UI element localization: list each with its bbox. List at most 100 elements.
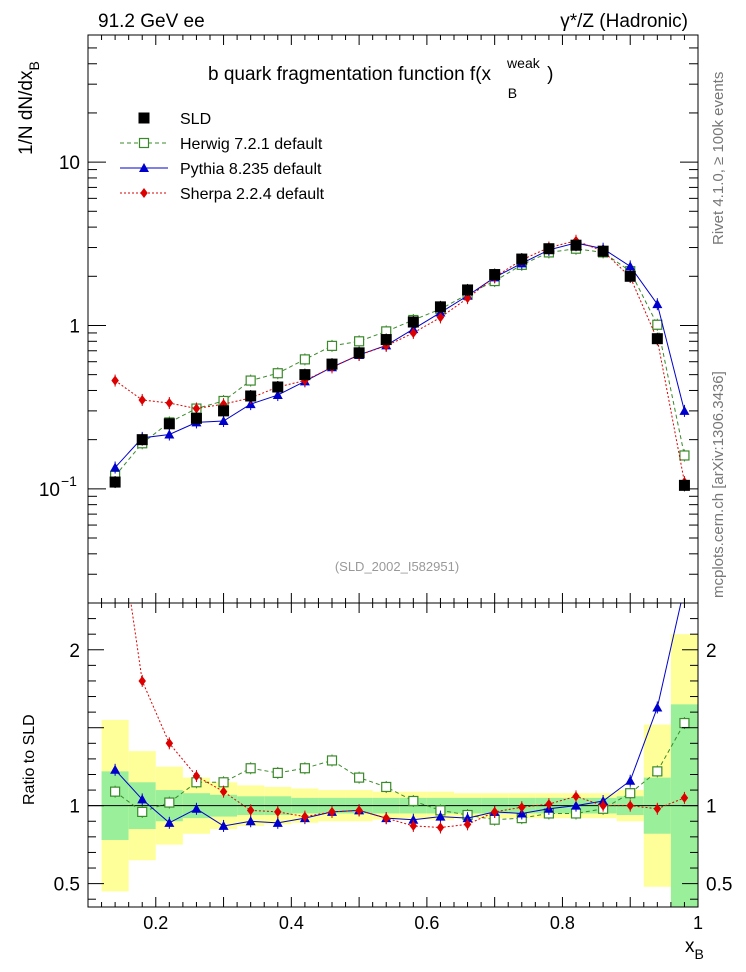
main-sherpa-point	[463, 293, 472, 304]
ratio-pythia-point	[218, 820, 229, 830]
ratio-panel	[110, 603, 690, 834]
ratio-herwig-point	[625, 788, 636, 799]
plot-title-sup: weak	[506, 55, 541, 71]
plot-title-close: )	[547, 64, 553, 85]
x-tick-label: 0.4	[279, 913, 304, 933]
main-pythia-line	[114, 242, 685, 468]
ratio-sherpa-point	[382, 813, 390, 824]
ratio-sherpa-point	[246, 805, 255, 816]
main-pythia-point	[679, 405, 690, 415]
main-y-tick-label: 10	[59, 153, 80, 174]
ratio-herwig-point	[218, 777, 229, 788]
ratio-herwig-point	[110, 786, 121, 797]
ratio-sherpa-point	[165, 738, 174, 749]
ratio-herwig-point	[299, 763, 310, 774]
ratio-sherpa-point	[328, 806, 336, 817]
main-sld-point	[597, 245, 609, 257]
ratio-xlabel-text: x	[685, 936, 695, 957]
main-herwig-point	[679, 450, 690, 461]
ratio-herwig-point	[408, 795, 419, 807]
legend-marker-pythia	[139, 163, 149, 172]
ratio-herwig-point	[272, 767, 283, 779]
legend: SLD Herwig 7.2.1 default Pythia 8.235 defa…	[120, 111, 325, 203]
ratio-sherpa-point	[653, 803, 662, 814]
main-sherpa-line	[114, 240, 685, 483]
x-tick-label: 0.8	[550, 913, 575, 933]
main-sld-point	[516, 253, 528, 265]
main-sld-point	[353, 347, 365, 359]
plot-title: b quark fragmentation function f(x weak B)	[208, 55, 553, 101]
ratio-herwig-point	[652, 766, 663, 777]
ratio-herwig-point	[326, 755, 338, 766]
ratio-pythia-point	[435, 811, 446, 821]
main-sld-point	[624, 270, 636, 282]
legend-label-pythia: Pythia 8.235 default	[180, 161, 322, 178]
main-sld-point	[678, 479, 690, 491]
main-herwig-point	[245, 375, 256, 386]
ratio-sherpa-point	[192, 771, 201, 782]
main-panel	[109, 234, 690, 492]
main-ylabel-sub: B	[26, 61, 42, 70]
legend-marker-sherpa	[140, 188, 148, 198]
main-sld-point	[651, 333, 663, 345]
ratio-herwig-line	[114, 722, 685, 821]
main-sld-point	[434, 301, 446, 313]
ratio-sherpa-point	[626, 800, 634, 811]
main-herwig-point	[354, 336, 365, 347]
ratio-sherpa-point	[599, 800, 607, 811]
main-herwig-point	[326, 340, 338, 351]
main-sld-point	[218, 405, 230, 417]
x-tick-label: 1	[693, 913, 703, 933]
main-herwig-point	[652, 319, 663, 330]
ratio-sherpa-point	[680, 792, 689, 803]
ratio-pythia-point	[408, 814, 419, 824]
x-tick-label: 0.6	[414, 913, 439, 933]
side-label-rivet: Rivet 4.1.0, ≥ 100k events	[710, 72, 727, 245]
main-ylabel-text: 1/N dN/dx	[16, 70, 37, 155]
ratio-pythia-point	[191, 803, 202, 813]
main-pythia-point	[625, 261, 636, 271]
ratio-pythia-point	[110, 764, 121, 774]
watermark: (SLD_2002_I582951)	[335, 559, 459, 574]
legend-label-sld: SLD	[180, 111, 211, 128]
main-pythia-point	[110, 462, 121, 472]
main-pythia-point	[164, 429, 175, 439]
legend-label-sherpa: Sherpa 2.2.4 default	[180, 186, 325, 203]
panel-frames	[87, 34, 699, 908]
main-sld-point	[462, 284, 474, 296]
main-pythia-point	[272, 390, 283, 400]
ratio-y-tick-label-right: 0.5	[706, 875, 732, 896]
main-sld-point	[489, 269, 501, 281]
ratio-y-tick-label-left: 0.5	[54, 875, 80, 896]
ratio-sherpa-point	[572, 791, 580, 802]
ratio-pythia-point	[462, 813, 473, 823]
main-ylabel: 1/N dN/dxB	[16, 61, 42, 155]
main-sld-point	[272, 381, 284, 393]
main-herwig-point	[272, 368, 283, 379]
ratio-ylabel: Ratio to SLD	[21, 714, 38, 805]
ratio-herwig-point	[164, 797, 175, 808]
ratio-sherpa-point	[463, 819, 472, 830]
ratio-pythia-point	[272, 817, 283, 827]
plot-title-sub: B	[508, 85, 517, 101]
header-left: 91.2 GeV ee	[98, 11, 205, 32]
ratio-sherpa-point	[409, 820, 418, 831]
ratio-herwig-point	[354, 772, 365, 783]
main-sld-point	[109, 476, 121, 488]
main-y-tick-label: 10	[39, 480, 60, 501]
ratio-herwig-point	[137, 806, 148, 818]
ratio-y-tick-label-right: 1	[706, 797, 717, 818]
main-sld-point	[543, 243, 555, 255]
ratio-xlabel: xB	[685, 936, 704, 962]
ratio-herwig-point	[679, 717, 690, 729]
main-y-tick-label: 1	[69, 316, 80, 337]
ratio-xlabel-sub: B	[695, 946, 704, 962]
ratio-sherpa-point	[355, 805, 363, 816]
ratio-sherpa-point	[490, 806, 499, 817]
main-sld-point	[136, 434, 148, 446]
main-sld-point	[407, 316, 419, 328]
main-sherpa-point	[138, 394, 146, 405]
ratio-sherpa-point	[301, 811, 309, 822]
main-herwig-point	[299, 354, 310, 365]
